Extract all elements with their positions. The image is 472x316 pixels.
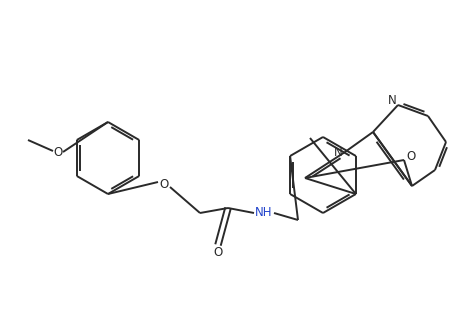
Text: O: O (53, 145, 63, 159)
Text: O: O (213, 246, 223, 259)
Text: N: N (388, 94, 396, 106)
Text: O: O (160, 178, 169, 191)
Text: N: N (334, 145, 342, 159)
Text: O: O (406, 150, 416, 163)
Text: NH: NH (255, 206, 273, 220)
